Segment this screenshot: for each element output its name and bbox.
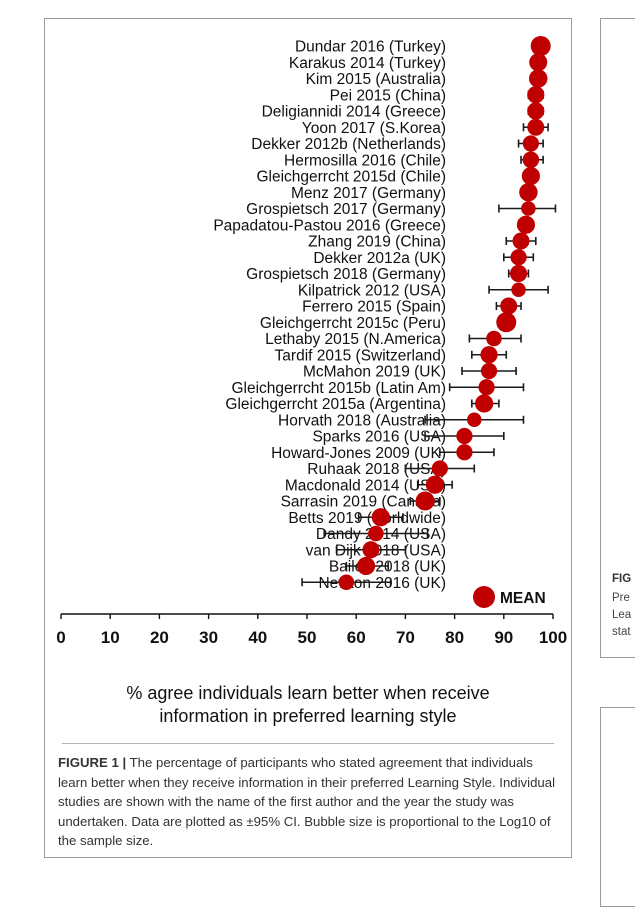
figure-caption: FIGURE 1 | The percentage of participant… — [58, 753, 558, 851]
x-tick-label: 80 — [445, 628, 464, 647]
legend-marker — [473, 586, 495, 608]
study-marker — [456, 444, 473, 461]
study-label: Papadatou-Pastou 2016 (Greece) — [213, 217, 446, 234]
x-tick-label: 70 — [396, 628, 415, 647]
study-label: Pei 2015 (China) — [330, 87, 446, 104]
study-marker — [467, 412, 482, 427]
study-marker — [478, 379, 495, 396]
study-marker — [527, 102, 545, 120]
adjacent-caption-line: stat — [612, 626, 631, 638]
study-label: Gleichgerrcht 2015a (Argentina) — [225, 396, 446, 413]
study-marker — [511, 282, 526, 297]
x-tick-label: 60 — [347, 628, 366, 647]
study-label: Kim 2015 (Australia) — [306, 71, 446, 88]
study-label: Karakus 2014 (Turkey) — [289, 55, 446, 72]
study-marker — [371, 508, 390, 527]
study-marker — [415, 491, 435, 511]
study-label: Yoon 2017 (S.Korea) — [302, 120, 446, 137]
study-marker — [521, 201, 536, 216]
x-axis-label-line1: % agree individuals learn better when re… — [126, 683, 490, 703]
study-label: Macdonald 2014 (USA) — [285, 477, 446, 494]
figure-panel — [44, 18, 572, 858]
study-label: Lethaby 2015 (N.America) — [265, 331, 446, 348]
study-marker — [516, 215, 536, 234]
study-label: Sarrasin 2019 (Canada) — [281, 494, 446, 511]
caption-text: The percentage of participants who state… — [58, 755, 556, 849]
study-label: Zhang 2019 (China) — [308, 234, 446, 251]
study-marker — [496, 312, 517, 333]
study-marker — [368, 525, 384, 542]
study-marker — [425, 475, 445, 494]
study-marker — [522, 135, 539, 152]
study-marker — [431, 460, 448, 477]
study-marker — [522, 151, 540, 168]
adjacent-figure-panel-lower — [600, 707, 635, 907]
study-marker — [500, 297, 518, 315]
study-marker — [356, 556, 376, 576]
study-label: Dekker 2012a (UK) — [313, 250, 446, 267]
study-marker — [510, 249, 527, 266]
study-marker — [480, 346, 498, 364]
study-marker — [338, 574, 355, 590]
x-tick-label: 30 — [199, 628, 218, 647]
adjacent-caption-line: Lea — [612, 609, 632, 621]
study-label: Newton 2016 (UK) — [318, 575, 446, 592]
x-axis-label-line2: information in preferred learning style — [159, 706, 457, 726]
study-label: Deligiannidi 2014 (Greece) — [262, 104, 446, 121]
study-marker — [486, 330, 502, 347]
study-marker — [527, 86, 545, 104]
x-tick-label: 100 — [539, 628, 567, 647]
study-label: Sparks 2016 (USA) — [312, 429, 446, 446]
study-marker — [521, 166, 540, 186]
x-tick-label: 50 — [298, 628, 317, 647]
study-marker — [529, 53, 548, 72]
study-label: Grospietsch 2018 (Germany) — [246, 266, 446, 283]
adjacent-figure-panel — [600, 18, 635, 658]
study-label: Howard-Jones 2009 (UK) — [271, 445, 446, 462]
x-tick-label: 90 — [494, 628, 513, 647]
study-marker — [456, 427, 473, 445]
study-label: Kilpatrick 2012 (USA) — [298, 282, 446, 299]
study-marker — [530, 36, 551, 56]
legend-label: MEAN — [500, 590, 546, 607]
adjacent-figure-label: FIG — [612, 573, 632, 585]
study-label: Horvath 2018 (Australia) — [278, 412, 446, 429]
x-tick-label: 20 — [150, 628, 169, 647]
study-label: Gleichgerrcht 2015c (Peru) — [260, 315, 446, 332]
study-label: Hermosilla 2016 (Chile) — [284, 152, 446, 169]
study-label: Dekker 2012b (Netherlands) — [251, 136, 446, 153]
caption-divider — [62, 743, 554, 744]
study-marker — [480, 362, 498, 380]
study-label: Tardif 2015 (Switzerland) — [275, 347, 446, 364]
study-label: Menz 2017 (Germany) — [291, 185, 446, 202]
study-label: Ruhaak 2018 (USA) — [307, 461, 446, 478]
study-label: Grospietsch 2017 (Germany) — [246, 201, 446, 218]
study-marker — [528, 69, 548, 88]
study-label: McMahon 2019 (UK) — [303, 364, 446, 381]
study-marker — [527, 118, 545, 136]
study-marker — [362, 541, 380, 559]
study-label: Gleichgerrcht 2015b (Latin Am) — [231, 380, 446, 397]
caption-lead: FIGURE 1 | — [58, 755, 127, 770]
study-marker — [519, 183, 538, 202]
study-label: Ferrero 2015 (Spain) — [302, 299, 446, 316]
study-label: Gleichgerrcht 2015d (Chile) — [256, 169, 446, 186]
x-tick-label: 40 — [248, 628, 267, 647]
study-marker — [512, 232, 530, 250]
x-tick-label: 0 — [56, 628, 65, 647]
x-tick-label: 10 — [101, 628, 120, 647]
study-marker — [509, 264, 528, 283]
study-label: Betts 2019 (worldwide) — [288, 510, 446, 527]
forest-plot: Dundar 2016 (Turkey)Karakus 2014 (Turkey… — [56, 36, 567, 647]
study-label: Dundar 2016 (Turkey) — [295, 39, 446, 56]
study-marker — [475, 394, 494, 413]
adjacent-caption-line: Pre — [612, 592, 630, 604]
